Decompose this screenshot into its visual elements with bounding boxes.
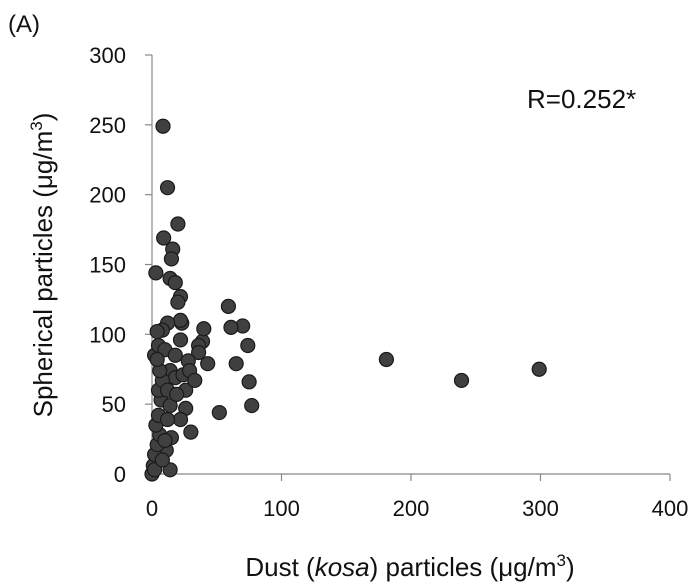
y-label-part: ) — [28, 113, 58, 122]
point — [148, 265, 164, 281]
point — [211, 404, 227, 421]
y-tick-label: 0 — [114, 462, 126, 487]
panel-label: (A) — [8, 11, 40, 38]
point — [172, 411, 189, 428]
point — [155, 118, 171, 134]
x-tick-label: 400 — [652, 496, 689, 521]
point — [172, 312, 189, 328]
point — [167, 275, 183, 291]
point — [200, 356, 216, 372]
y-label-part: 3 — [27, 121, 46, 130]
point — [170, 294, 186, 310]
point — [531, 361, 547, 377]
point — [220, 298, 237, 314]
point — [191, 344, 207, 361]
y-tick-label: 150 — [89, 253, 126, 278]
point — [172, 332, 189, 348]
y-tick-label: 300 — [89, 43, 126, 68]
x-tick-label: 0 — [146, 496, 158, 521]
point — [241, 374, 257, 390]
point — [157, 432, 173, 449]
point — [156, 230, 172, 246]
point — [154, 452, 170, 468]
y-label-part: Spherical particles (μg/m — [28, 131, 58, 418]
y-tick-label: 50 — [102, 392, 126, 417]
x-tick-label: 300 — [522, 496, 559, 521]
point — [187, 372, 203, 389]
x-label-part: ) particles (μg/m — [370, 552, 557, 582]
point — [244, 397, 260, 414]
y-axis-label: Spherical particles (μg/m3) — [27, 113, 58, 418]
y-tick-label: 200 — [89, 183, 126, 208]
point — [149, 323, 165, 340]
point — [159, 411, 176, 428]
point — [169, 386, 185, 402]
x-tick-label: 200 — [393, 496, 430, 521]
point — [240, 337, 256, 354]
point — [223, 319, 239, 335]
point — [163, 251, 180, 267]
point — [149, 351, 165, 368]
point — [159, 180, 176, 196]
point — [196, 321, 212, 337]
x-label-part: Dust ( — [245, 552, 315, 582]
point — [228, 356, 244, 372]
x-tick-label: 100 — [263, 496, 300, 521]
point — [378, 351, 394, 368]
x-label-part: ) — [566, 552, 575, 582]
point — [183, 424, 199, 440]
point — [167, 347, 183, 363]
point — [453, 372, 470, 389]
x-label-part: 3 — [557, 551, 566, 570]
point — [162, 397, 178, 414]
y-tick-label: 100 — [89, 322, 126, 347]
x-axis-label: Dust (kosa) particles (μg/m3) — [245, 551, 574, 582]
annotation: R=0.252* — [527, 84, 636, 114]
y-tick-label: 250 — [89, 113, 126, 138]
x-label-part: kosa — [315, 552, 370, 582]
point — [170, 216, 186, 232]
